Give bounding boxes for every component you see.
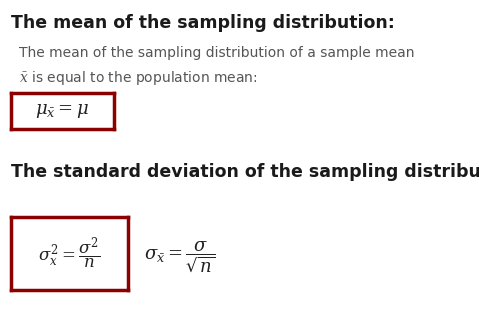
Text: $\mu_{\bar{x}} = \mu$: $\mu_{\bar{x}} = \mu$ (35, 102, 89, 120)
Text: The mean of the sampling distribution:: The mean of the sampling distribution: (11, 14, 394, 32)
Text: $\sigma_x^2 = \dfrac{\sigma^2}{n}$: $\sigma_x^2 = \dfrac{\sigma^2}{n}$ (38, 235, 100, 272)
Text: The standard deviation of the sampling distribution:: The standard deviation of the sampling d… (11, 163, 479, 181)
Text: $\sigma_{\bar{x}} = \dfrac{\sigma}{\sqrt{n}}$: $\sigma_{\bar{x}} = \dfrac{\sigma}{\sqrt… (144, 239, 215, 274)
Text: $\bar{x}$ is equal to the population mean:: $\bar{x}$ is equal to the population mea… (19, 69, 258, 86)
Text: The mean of the sampling distribution of a sample mean: The mean of the sampling distribution of… (19, 46, 415, 60)
